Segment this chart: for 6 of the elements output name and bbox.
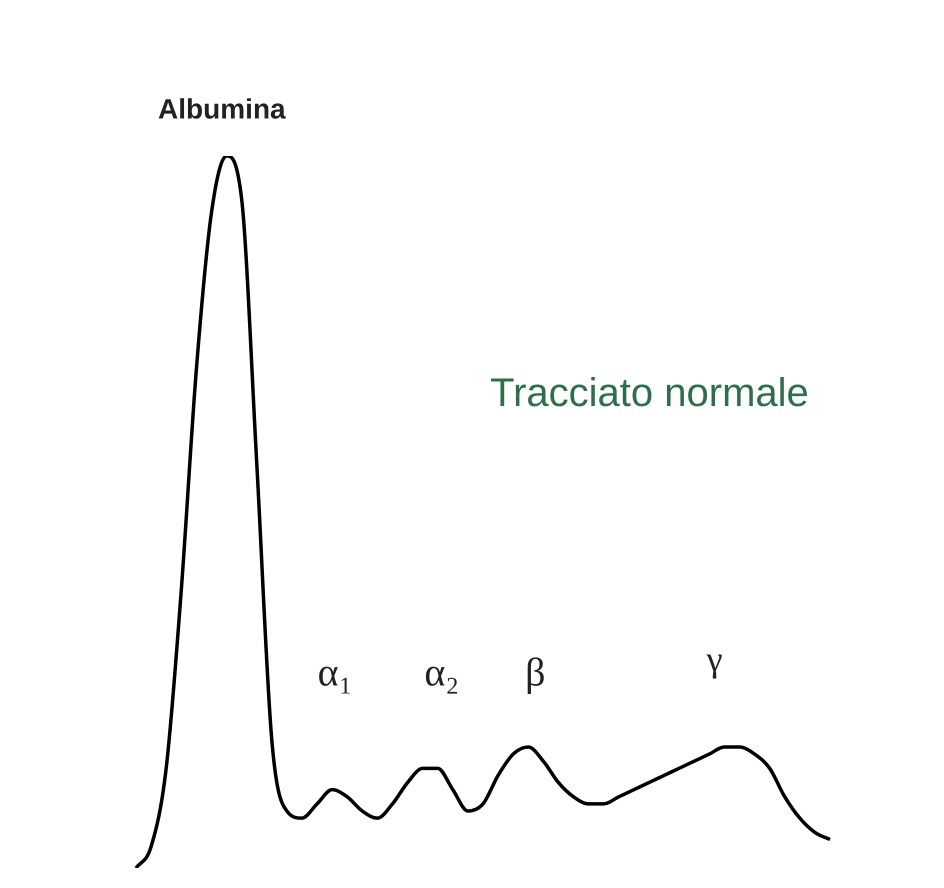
annotation: α₁ [318,649,353,694]
annotation: γ [706,639,723,680]
annotation: α₂ [424,649,460,694]
annotation: β [525,649,546,694]
annotation: Tracciato normale [490,371,809,416]
text: Albumina [158,94,286,125]
